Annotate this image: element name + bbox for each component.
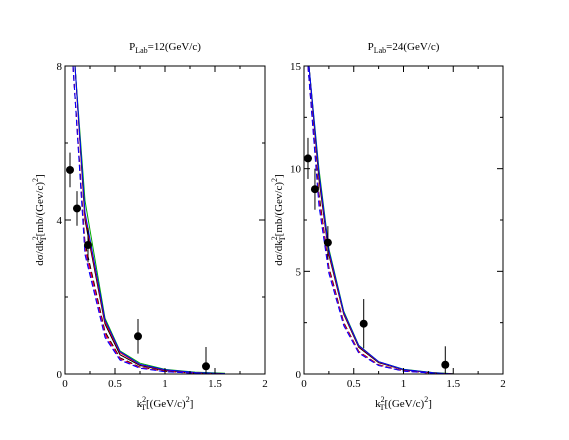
xlabel-sup: 2	[142, 395, 146, 404]
ylabel-sup: 2	[31, 236, 40, 240]
series-line-2	[308, 66, 454, 374]
ylabel-sup2: 2	[31, 178, 40, 182]
data-point-1	[303, 154, 312, 163]
ylabel-sub: T	[278, 236, 287, 241]
x-axis-label: k2 T[(GeV/c)2]	[375, 395, 432, 412]
y-axis-label: dσ/dk2T[mb/(Gev/c)2]	[31, 174, 48, 265]
series-line-6	[72, 66, 226, 374]
xlabel-end: ]	[428, 398, 432, 410]
title-main: P	[368, 41, 374, 53]
plot-frame	[64, 65, 266, 375]
title-rest: =12(GeV/c)	[148, 41, 202, 53]
x-tick-label: 1.5	[446, 378, 460, 390]
plot-frame	[303, 65, 504, 375]
y-tick-label: 0	[57, 369, 63, 381]
x-tick-label: 0	[301, 378, 307, 390]
x-axis-label: k2 T[(GeV/c)2]	[137, 395, 194, 412]
xlabel-rest: [(GeV/c)	[385, 398, 425, 410]
title-subscript: Lab	[374, 46, 386, 55]
chart-title: PLab=24(GeV/c)	[368, 41, 440, 55]
y-tick-label: 10	[290, 164, 302, 176]
series-line-4	[308, 66, 454, 374]
x-tick-label: 0	[62, 378, 68, 390]
y-tick-label: 8	[57, 61, 63, 73]
series-line-6	[307, 66, 454, 374]
data-point-2	[310, 185, 319, 194]
data-point-4	[359, 319, 368, 328]
xlabel-sup2: 2	[186, 395, 190, 404]
series-line-1	[308, 66, 454, 374]
series-line-3	[308, 66, 454, 374]
xlabel-sub: T	[141, 403, 146, 412]
y-tick-label: 5	[296, 266, 302, 278]
x-tick-label: 2	[500, 378, 506, 390]
ylabel-base: dσ/dk	[273, 240, 285, 266]
ylabel-rest: [mb/(Gev/c)	[273, 182, 285, 237]
ylabel-sup2: 2	[270, 178, 279, 182]
xlabel-base: k	[137, 398, 143, 410]
y-axis-label: dσ/dk2T[mb/(Gev/c)2]	[270, 174, 287, 265]
data-point-3	[84, 241, 92, 250]
data-point-5	[441, 360, 450, 369]
series-line-8	[72, 66, 226, 374]
series-line-1	[74, 66, 226, 374]
xlabel-sup2: 2	[424, 395, 428, 404]
ylabel-end: ]	[34, 174, 46, 178]
ylabel-base: dσ/dk	[34, 240, 46, 266]
series-line-2	[74, 66, 226, 374]
ylabel-sup: 2	[270, 236, 279, 240]
curves-group	[72, 66, 226, 374]
x-tick-label: 0.5	[347, 378, 361, 390]
data-point-2	[73, 204, 81, 213]
y-tick-label: 0	[296, 369, 302, 381]
series-line-5	[307, 66, 454, 374]
data-point-5	[202, 362, 210, 371]
title-subscript: Lab	[135, 46, 147, 55]
xlabel-base: k	[375, 398, 381, 410]
series-line-3	[74, 66, 226, 374]
y-tick-label: 4	[57, 215, 63, 227]
x-tick-label: 1.5	[208, 378, 222, 390]
series-line-8	[307, 66, 454, 374]
y-tick-label: 15	[290, 61, 302, 73]
x-tick-label: 0.5	[108, 378, 122, 390]
data-point-1	[66, 165, 74, 174]
series-line-5	[72, 66, 226, 374]
xlabel-sub: T	[380, 403, 385, 412]
xlabel-sup: 2	[381, 395, 385, 404]
title-main: P	[129, 41, 135, 53]
xlabel-end: ]	[190, 398, 194, 410]
x-tick-label: 1	[162, 378, 168, 390]
series-line-7	[307, 66, 454, 374]
series-line-7	[72, 66, 226, 374]
series-line-4	[74, 66, 226, 374]
data-point-3	[323, 238, 332, 247]
ylabel-rest: [mb/(Gev/c)	[34, 182, 46, 237]
chart-title: PLab=12(GeV/c)	[129, 41, 201, 55]
curves-group	[307, 66, 454, 374]
title-rest: =24(GeV/c)	[386, 41, 440, 53]
x-tick-label: 1	[401, 378, 407, 390]
ylabel-sub: T	[39, 236, 48, 241]
ylabel-end: ]	[273, 174, 285, 178]
data-point-4	[134, 332, 142, 341]
xlabel-rest: [(GeV/c)	[146, 398, 186, 410]
x-tick-label: 2	[262, 378, 268, 390]
